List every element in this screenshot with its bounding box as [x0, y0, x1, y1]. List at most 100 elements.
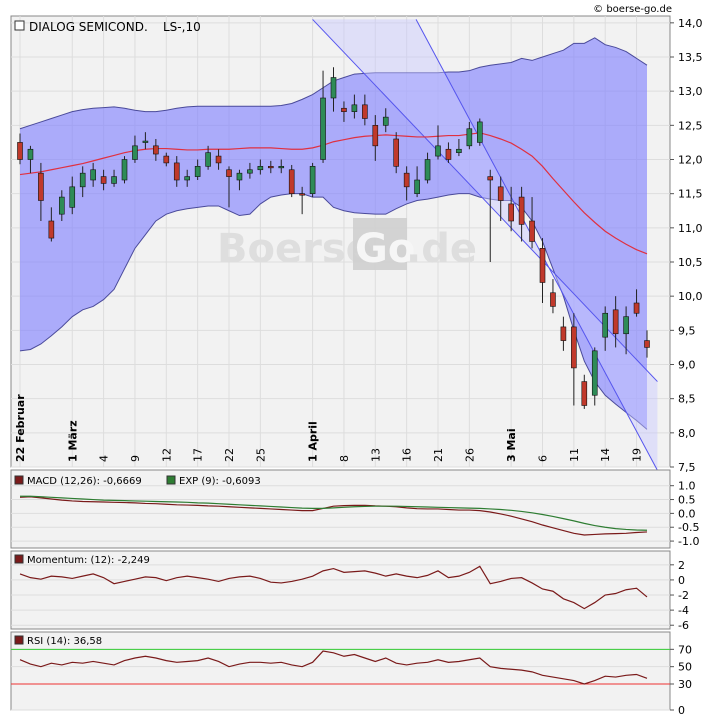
candle-body: [560, 326, 567, 341]
y-tick-label: 11,5: [678, 188, 703, 201]
y-tick-label: -1.0: [678, 535, 699, 548]
macd-y-ticks: -1.0-0.50.00.51.0: [670, 480, 699, 548]
y-tick-label: 1.0: [678, 480, 696, 493]
trend-channel: [312, 19, 658, 471]
candles: [17, 67, 650, 409]
y-tick-label: 9,0: [678, 359, 696, 372]
candle-body: [236, 172, 243, 181]
y-tick-label: -0.5: [678, 521, 699, 534]
candle-body: [142, 140, 149, 143]
x-tick-label: 1 März: [66, 420, 79, 462]
candle-body: [550, 292, 556, 307]
x-tick-label: 25: [254, 448, 267, 462]
candle-body: [330, 77, 337, 99]
macd-title: MACD (12,26): -0,6669: [27, 476, 142, 487]
price-panel: Boerse Go .de 7,5 8,0 8,5 9,0 9,5 10,0 10,5 11,…: [10, 15, 703, 474]
rsi-panel: 70 30 0 30 50 70 RSI (14): 36,58: [10, 631, 692, 717]
y-tick-label: 2: [678, 559, 685, 572]
candle-body: [518, 196, 525, 225]
rsi-lines: [19, 650, 648, 685]
candle-body: [226, 169, 232, 177]
y-tick-label: 12,5: [678, 119, 703, 132]
candle-body: [372, 125, 379, 147]
x-tick-label: 12: [160, 448, 173, 462]
exp-legend: EXP (9): -0,6093: [179, 476, 261, 487]
rsi-level-label: 70: [678, 643, 692, 656]
macd-panel: -1.0-0.50.00.51.0 MACD (12,26): -0,6669 …: [10, 469, 699, 549]
y-tick-label: 0: [678, 574, 685, 587]
candle-body: [153, 145, 159, 155]
momentum-lines: [19, 565, 648, 610]
momentum-legend-swatch: [14, 554, 24, 564]
macd-panel-bg: [10, 469, 671, 549]
watermark-left: Boerse: [217, 226, 373, 272]
y-tick-label: 8,0: [678, 427, 696, 440]
y-tick-label: 9,5: [678, 324, 696, 337]
rsi-y-ticks: 0305070: [670, 648, 692, 717]
x-tick-label: 4: [98, 455, 111, 462]
candle-body: [487, 176, 494, 181]
candle-body: [508, 203, 514, 222]
x-tick-label: 22 Februar: [14, 394, 27, 462]
candle-body: [48, 220, 55, 239]
y-tick-label: -6: [678, 619, 689, 632]
y-tick-label: 12,0: [678, 154, 703, 167]
candle-body: [581, 381, 588, 406]
candle-body: [132, 145, 138, 160]
y-tick-label: 13,5: [678, 51, 703, 64]
x-tick-label: 22: [223, 448, 236, 462]
candle-body: [267, 166, 274, 169]
y-tick-label: 0.0: [678, 507, 696, 520]
candle-body: [79, 172, 86, 188]
macd-legend-swatch: [14, 475, 24, 485]
x-tick-label: 1 April: [307, 421, 320, 462]
candle-body: [591, 350, 598, 396]
y-tick-label: 14,0: [678, 17, 703, 30]
candle-body: [121, 159, 128, 181]
candle-body: [278, 166, 285, 169]
moving-average: [19, 132, 648, 255]
y-tick-label: 7,5: [678, 461, 696, 474]
moving-average-line: [19, 132, 648, 255]
rsi-legend-swatch: [14, 635, 24, 645]
candle-body: [90, 169, 96, 181]
candle-body: [466, 128, 473, 147]
macd-lines: [19, 495, 648, 536]
candle-body: [435, 145, 441, 157]
rsi-level-label: 30: [678, 678, 692, 691]
y-tick-label: 10,5: [678, 256, 703, 269]
y-tick-label: 50: [678, 661, 692, 674]
y-tick-label: -2: [678, 589, 689, 602]
rsi-panel-bg: [10, 631, 671, 711]
candle-body: [424, 159, 431, 181]
momentum-panel-bg: [10, 550, 671, 630]
y-tick-label: 11,0: [678, 222, 703, 235]
candle-body: [362, 104, 368, 119]
candle-body: [299, 193, 305, 196]
y-tick-label: -4: [678, 604, 689, 617]
y-tick-label: 10,0: [678, 290, 703, 303]
candle-body: [403, 172, 410, 188]
title-checkbox: [14, 20, 25, 31]
candle-body: [393, 138, 400, 167]
candle-body: [382, 116, 389, 126]
momentum-grid: [11, 564, 670, 626]
exp-legend-swatch: [166, 475, 176, 485]
price-x-labels: 22 Februar 1 März 4 9 12 17 22 25 1 April 8 13 16 21…: [14, 394, 644, 462]
candle-body: [173, 162, 180, 181]
candle-body: [205, 152, 211, 167]
candle-body: [445, 148, 452, 160]
price-title-box: DIALOG SEMICOND. LS-,10: [14, 20, 201, 34]
candle-body: [497, 186, 504, 201]
candle-body: [612, 309, 619, 335]
momentum-panel: -6 -4 -2 0 2 Momentum: (12): -2,249: [10, 550, 689, 632]
candle-body: [288, 169, 295, 194]
y-tick-label: 0.5: [678, 494, 696, 507]
watermark-box: [353, 218, 407, 270]
momentum-title: Momentum: (12): -2,249: [27, 555, 150, 566]
momentum-line: [19, 565, 648, 610]
x-tick-label: 9: [129, 455, 142, 462]
candle-body: [644, 340, 650, 348]
candle-body: [247, 169, 253, 174]
x-tick-label: 21: [432, 448, 445, 462]
